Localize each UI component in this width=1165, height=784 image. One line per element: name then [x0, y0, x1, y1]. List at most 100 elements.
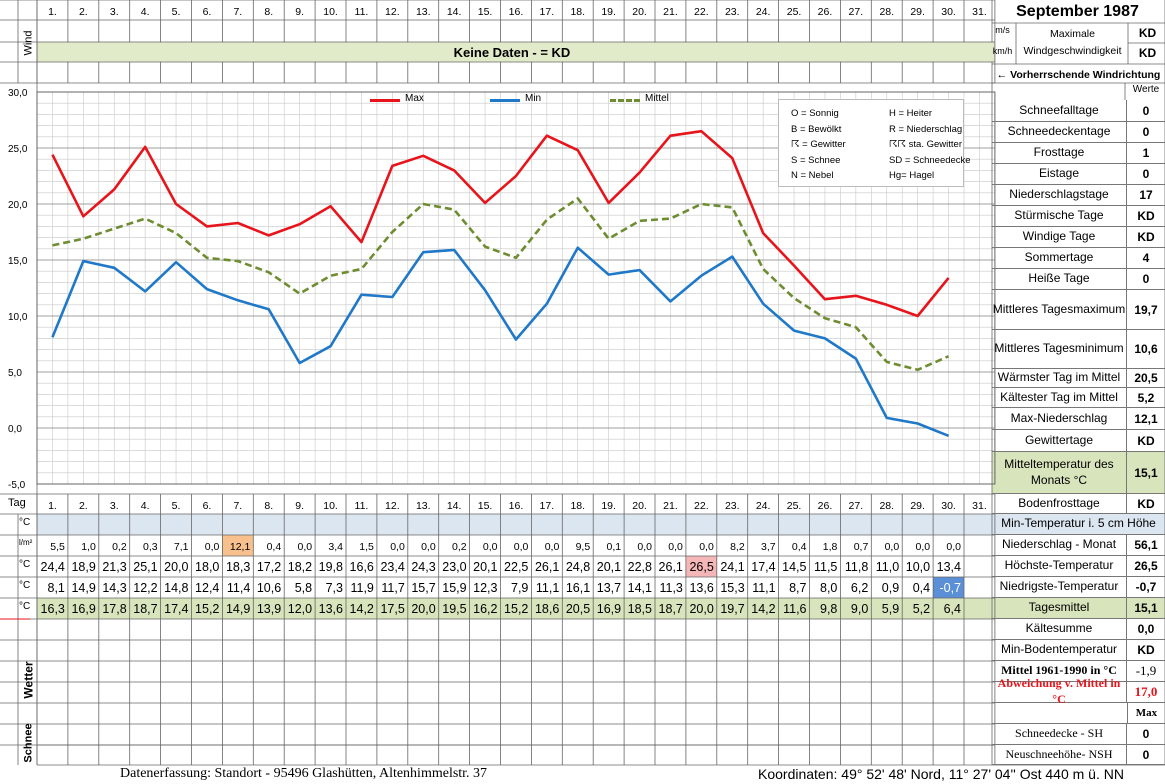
stat-row: Bodenfrosttage KD — [992, 494, 1165, 514]
unit-ms: m/s — [995, 25, 1010, 35]
table-cell-max: 26,5 — [689, 560, 713, 574]
legend-mittel-label: Mittel — [645, 93, 669, 104]
day-header: 22. — [694, 500, 709, 512]
day-header: 25. — [787, 6, 802, 18]
table-cell-max: 18,2 — [288, 560, 312, 574]
table-cell-niederschlag: 0,4 — [267, 541, 282, 553]
table-cell-mittel: 13,9 — [257, 602, 281, 616]
table-cell-max: 17,2 — [257, 560, 281, 574]
stat-row: Abweichung v. Mittel in °C 17,0 — [992, 676, 1165, 706]
max-temp-highlight — [685, 556, 717, 577]
werte-label: Werte — [1132, 84, 1160, 95]
table-cell-niederschlag: 0,0 — [483, 541, 498, 553]
footer-location: Datenerfassung: Standort - 95496 Glashüt… — [120, 766, 488, 781]
table-cell-niederschlag: 0,0 — [946, 541, 961, 553]
y-tick-label: 5,0 — [8, 368, 22, 379]
table-cell-niederschlag: 0,7 — [854, 541, 869, 553]
stat-label: Schneefalltage — [992, 100, 1127, 121]
table-cell-min: 11,4 — [227, 581, 250, 595]
table-cell-max: 18,3 — [226, 560, 250, 574]
table-cell-max: 23,0 — [442, 560, 466, 574]
table-cell-min: 11,3 — [659, 581, 682, 595]
table-cell-max: 24,1 — [720, 560, 744, 574]
y-tick-label: 15,0 — [8, 256, 28, 267]
stat-value: 1 — [1142, 146, 1150, 160]
table-cell-mittel: 17,5 — [380, 602, 404, 616]
table-cell-niederschlag: 0,0 — [545, 541, 560, 553]
stat-value: 19,7 — [1134, 302, 1158, 317]
bodenminimum-row-bg — [37, 514, 995, 535]
day-header: 31. — [972, 6, 987, 18]
day-header: 30. — [941, 6, 956, 18]
table-cell-mittel: 18,7 — [133, 602, 157, 616]
stat-row: Frosttage 1 — [992, 143, 1165, 164]
schnee-label: Schnee — [23, 723, 36, 763]
day-header: 3. — [110, 6, 119, 18]
stat-value: 17,0 — [1134, 684, 1158, 699]
day-header: 27. — [849, 6, 864, 18]
table-cell-niederschlag: 0,0 — [885, 541, 900, 553]
stat-value: 0 — [1142, 727, 1150, 741]
day-header: 19. — [601, 500, 616, 512]
table-cell-max: 20,0 — [164, 560, 188, 574]
day-header: 27. — [849, 500, 864, 512]
symbol-legend: O = Sonnig H = Heiter B = Bewölkt R = Niede… — [778, 99, 971, 187]
table-cell-min: 14,9 — [71, 581, 95, 595]
symbol-legend-item: Hg= Hagel — [889, 170, 935, 181]
day-header: 4. — [141, 6, 150, 18]
stat-label: Kältesumme — [992, 619, 1127, 639]
stat-row: Stürmische Tage KD — [992, 206, 1165, 227]
stat-label: Min-Temperatur i. 5 cm Höhe — [1001, 516, 1156, 531]
stat-label: Niederschlag - Monat — [992, 535, 1127, 555]
no-data-band-cover — [37, 42, 995, 62]
stat-label: Niederschlagstage — [992, 185, 1127, 205]
table-cell-niederschlag: 1,0 — [81, 541, 96, 553]
day-header: 3. — [110, 500, 119, 512]
stat-label: Mittleres Tagesmaximum — [992, 290, 1127, 329]
day-header: 1. — [48, 6, 57, 18]
table-cell-mittel: 19,5 — [442, 602, 466, 616]
stat-label: Max-Niederschlag — [992, 408, 1127, 429]
table-cell-mittel: 14,2 — [751, 602, 775, 616]
day-header: 29. — [910, 500, 925, 512]
table-cell-niederschlag: 0,0 — [390, 541, 405, 553]
stat-value: KD — [1137, 209, 1155, 223]
stat-value: KD — [1137, 496, 1155, 511]
table-cell-max: 14,5 — [782, 560, 806, 574]
table-cell-max: 26,1 — [659, 560, 683, 574]
stat-row: Mittleres Tagesmaximum 19,7 — [992, 290, 1165, 330]
table-cell-min: 13,7 — [597, 581, 621, 595]
table-cell-max: 13,4 — [937, 560, 961, 574]
stat-row: Mittleres Tagesminimum 10,6 — [992, 330, 1165, 369]
table-cell-niederschlag: 12,1 — [230, 541, 251, 553]
day-header: 1. — [48, 500, 57, 512]
table-cell-mittel: 20,5 — [566, 602, 590, 616]
table-cell-niederschlag: 0,0 — [637, 541, 652, 553]
stat-label: Eistage — [992, 164, 1127, 184]
table-cell-mittel: 12,0 — [288, 602, 312, 616]
table-cell-min: 13,6 — [689, 581, 713, 595]
stat-row: Mitteltemperatur des Monats °C 15,1 — [992, 452, 1165, 494]
stat-value: 0,0 — [1137, 622, 1155, 636]
table-cell-mittel: 17,4 — [164, 602, 188, 616]
day-header: 25. — [787, 500, 802, 512]
table-cell-niederschlag: 0,2 — [112, 541, 127, 553]
table-cell-max: 18,9 — [71, 560, 95, 574]
legend-max-label: Max — [405, 93, 424, 104]
stat-label: Höchste-Temperatur — [992, 556, 1127, 576]
table-cell-niederschlag: 5,5 — [50, 541, 65, 553]
stat-label: Sommertage — [992, 248, 1127, 268]
stat-row: Schneedeckentage 0 — [992, 122, 1165, 143]
y-tick-label: 0,0 — [8, 424, 22, 435]
day-header: 22. — [694, 6, 709, 18]
day-header: 7. — [233, 6, 242, 18]
day-header: 28. — [879, 6, 894, 18]
table-cell-min: 11,1 — [536, 581, 559, 595]
table-cell-niederschlag: 7,1 — [174, 541, 189, 553]
stat-value: 0 — [1142, 167, 1150, 181]
table-cell-min: 15,9 — [442, 581, 466, 595]
day-header: 21. — [663, 6, 678, 18]
stat-value: 56,1 — [1134, 538, 1158, 552]
stat-label: Schneedecke - SH — [992, 724, 1127, 744]
day-header: 13. — [416, 6, 431, 18]
